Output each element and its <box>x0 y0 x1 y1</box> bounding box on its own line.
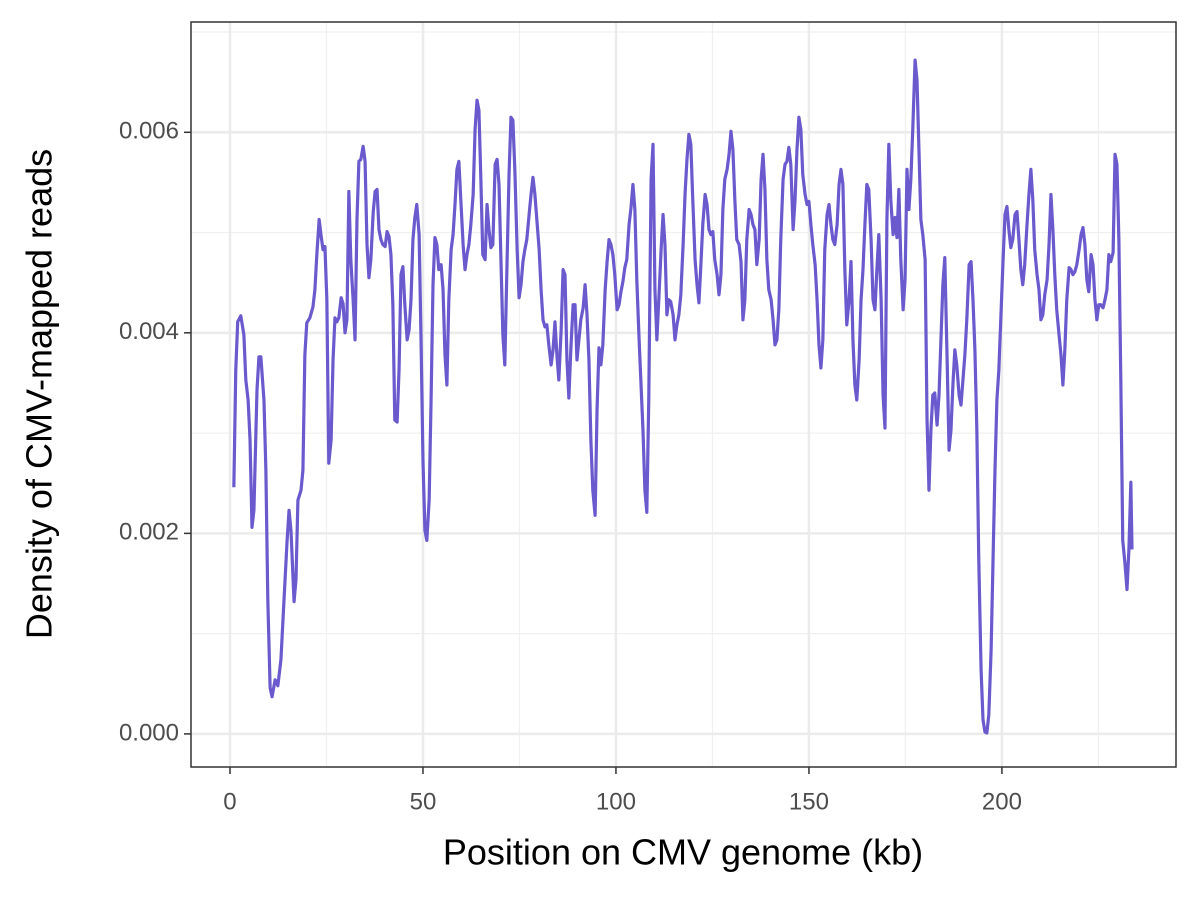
panel-border <box>190 21 1177 768</box>
y-tick-label: 0.004 <box>119 318 179 345</box>
y-tick-label: 0.002 <box>119 519 179 546</box>
x-tick-label: 150 <box>789 788 829 815</box>
y-tick-label: 0.006 <box>119 118 179 145</box>
x-axis-title: Position on CMV genome (kb) <box>443 832 923 873</box>
y-axis-title: Density of CMV-mapped reads <box>19 149 60 639</box>
y-tick-label: 0.000 <box>119 719 179 746</box>
density-line <box>232 58 1134 735</box>
x-tick-label: 0 <box>223 788 236 815</box>
axes: 0 50 100 150 200 0.000 0.002 0.004 0.006 <box>119 118 1022 816</box>
x-tick-label: 100 <box>596 788 636 815</box>
x-tick-label: 200 <box>982 788 1022 815</box>
plot-area <box>232 58 1134 735</box>
grid <box>191 22 1176 767</box>
x-tick-label: 50 <box>410 788 437 815</box>
